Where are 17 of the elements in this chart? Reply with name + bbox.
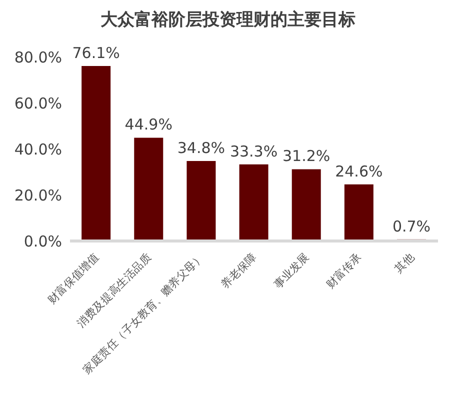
x-tick-label: 养老保障 (218, 250, 259, 292)
chart-title: 大众富裕阶层投资理财的主要目标 (100, 9, 356, 31)
y-tick-label: 0.0% (24, 232, 62, 250)
data-label: 76.1% (72, 44, 120, 62)
data-label: 44.9% (124, 116, 172, 134)
y-tick-label: 40.0% (14, 140, 62, 158)
data-label: 34.8% (177, 138, 226, 157)
x-tick-label: 其他 (392, 250, 417, 276)
data-label: 0.7% (392, 217, 431, 236)
y-tick-label: 80.0% (14, 48, 62, 66)
x-tick-label: 事业发展 (271, 250, 312, 292)
data-label: 33.3% (230, 142, 278, 160)
data-label: 31.2% (282, 147, 330, 166)
y-tick-label: 20.0% (14, 186, 62, 204)
x-tick-label: 财富传承 (324, 250, 364, 292)
data-label: 24.6% (335, 162, 383, 180)
y-tick-label: 60.0% (14, 94, 62, 112)
